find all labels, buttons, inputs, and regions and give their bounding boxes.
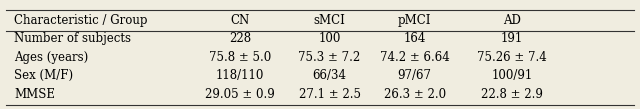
Text: 97/67: 97/67 [397, 69, 432, 82]
Text: 191: 191 [501, 32, 523, 45]
Text: 118/110: 118/110 [216, 69, 264, 82]
Text: 66/34: 66/34 [312, 69, 347, 82]
Text: 164: 164 [404, 32, 426, 45]
Text: 74.2 ± 6.64: 74.2 ± 6.64 [380, 51, 449, 64]
Text: pMCI: pMCI [398, 14, 431, 27]
Text: 100: 100 [319, 32, 340, 45]
Text: 27.1 ± 2.5: 27.1 ± 2.5 [299, 88, 360, 101]
Text: 22.8 ± 2.9: 22.8 ± 2.9 [481, 88, 543, 101]
Text: AD: AD [503, 14, 521, 27]
Text: sMCI: sMCI [314, 14, 346, 27]
Text: Number of subjects: Number of subjects [14, 32, 131, 45]
Text: 75.26 ± 7.4: 75.26 ± 7.4 [477, 51, 547, 64]
Text: 26.3 ± 2.0: 26.3 ± 2.0 [383, 88, 446, 101]
Text: 75.8 ± 5.0: 75.8 ± 5.0 [209, 51, 271, 64]
Text: 75.3 ± 7.2: 75.3 ± 7.2 [298, 51, 361, 64]
Text: Characteristic / Group: Characteristic / Group [14, 14, 148, 27]
Text: 29.05 ± 0.9: 29.05 ± 0.9 [205, 88, 275, 101]
Text: CN: CN [230, 14, 250, 27]
Text: 100/91: 100/91 [492, 69, 532, 82]
Text: MMSE: MMSE [14, 88, 55, 101]
Text: 228: 228 [229, 32, 251, 45]
Text: Sex (M/F): Sex (M/F) [14, 69, 73, 82]
Text: Ages (years): Ages (years) [14, 51, 88, 64]
